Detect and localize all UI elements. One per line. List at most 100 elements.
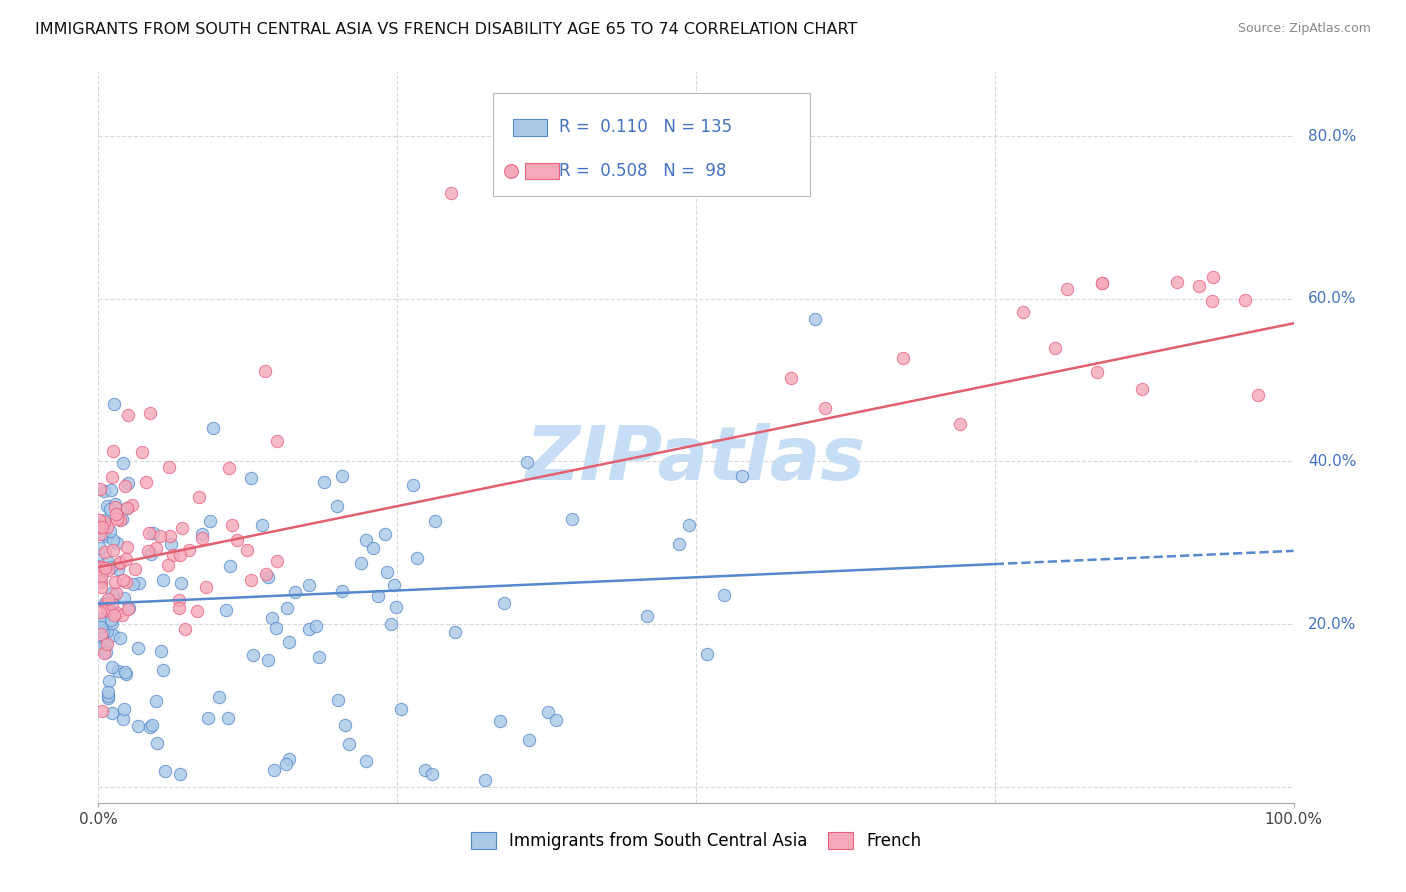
Point bbox=[90, 627, 112, 641]
Point bbox=[696, 647, 718, 661]
Point bbox=[314, 475, 336, 490]
Point bbox=[103, 397, 125, 411]
Text: R =  0.508   N =  98: R = 0.508 N = 98 bbox=[558, 162, 725, 180]
Point bbox=[1247, 388, 1270, 402]
Point bbox=[105, 512, 128, 526]
Point bbox=[191, 526, 214, 541]
Point bbox=[325, 499, 347, 513]
Point bbox=[96, 645, 118, 659]
Point bbox=[214, 603, 236, 617]
Text: R =  0.110   N = 135: R = 0.110 N = 135 bbox=[558, 119, 731, 136]
Point bbox=[89, 612, 111, 626]
Point bbox=[186, 604, 208, 618]
Point bbox=[149, 643, 172, 657]
Point bbox=[713, 589, 735, 603]
Point bbox=[219, 559, 242, 574]
Point bbox=[93, 513, 115, 527]
Point bbox=[174, 622, 197, 636]
Point bbox=[89, 580, 111, 594]
Point bbox=[157, 459, 180, 474]
Point bbox=[177, 543, 200, 558]
Point bbox=[780, 371, 803, 385]
Point bbox=[108, 555, 131, 569]
Point bbox=[100, 586, 122, 600]
Point bbox=[138, 525, 160, 540]
Point bbox=[146, 736, 169, 750]
Point bbox=[159, 537, 181, 551]
Point bbox=[139, 547, 162, 561]
Point bbox=[145, 541, 167, 556]
Point bbox=[187, 490, 209, 504]
Point bbox=[107, 664, 129, 678]
Point bbox=[678, 517, 700, 532]
Point bbox=[87, 548, 110, 562]
Text: ZIPatlas: ZIPatlas bbox=[526, 423, 866, 496]
Point bbox=[97, 684, 120, 698]
Point bbox=[98, 524, 121, 539]
Point bbox=[350, 557, 373, 571]
Point bbox=[256, 570, 278, 584]
Point bbox=[89, 606, 111, 620]
Point bbox=[103, 533, 125, 547]
Point bbox=[94, 545, 117, 559]
Point bbox=[108, 632, 131, 646]
Point bbox=[104, 500, 127, 514]
Point bbox=[89, 527, 111, 541]
Point bbox=[264, 621, 287, 635]
Point bbox=[127, 640, 149, 655]
Text: IMMIGRANTS FROM SOUTH CENTRAL ASIA VS FRENCH DISABILITY AGE 65 TO 74 CORRELATION: IMMIGRANTS FROM SOUTH CENTRAL ASIA VS FR… bbox=[35, 22, 858, 37]
Point bbox=[96, 624, 118, 638]
Point bbox=[169, 767, 191, 781]
Point bbox=[105, 606, 128, 620]
Point bbox=[425, 514, 447, 528]
Text: 60.0%: 60.0% bbox=[1308, 292, 1357, 307]
Point bbox=[90, 569, 112, 583]
Point bbox=[1012, 305, 1035, 319]
Point bbox=[354, 754, 377, 768]
Point bbox=[422, 767, 444, 781]
Point bbox=[98, 501, 121, 516]
Point bbox=[100, 613, 122, 627]
Point bbox=[112, 702, 135, 716]
Point bbox=[97, 673, 120, 688]
Point bbox=[114, 479, 136, 493]
Point bbox=[101, 706, 124, 721]
Point bbox=[537, 705, 560, 719]
Point bbox=[104, 497, 127, 511]
Point bbox=[117, 475, 139, 490]
Point bbox=[149, 528, 172, 542]
Point bbox=[136, 544, 159, 558]
Point bbox=[98, 603, 121, 617]
Point bbox=[361, 541, 384, 555]
Point bbox=[169, 548, 191, 562]
Point bbox=[111, 608, 134, 623]
Point bbox=[94, 528, 117, 542]
Point bbox=[1056, 282, 1078, 296]
Point bbox=[382, 578, 405, 592]
Text: 80.0%: 80.0% bbox=[1308, 128, 1357, 144]
Point bbox=[374, 527, 396, 541]
Point bbox=[298, 578, 321, 592]
Point bbox=[128, 575, 150, 590]
Point bbox=[380, 617, 402, 632]
Point bbox=[1045, 341, 1067, 355]
Point bbox=[226, 533, 249, 548]
Point bbox=[104, 507, 127, 521]
Point bbox=[101, 616, 124, 631]
Point bbox=[93, 611, 115, 625]
Point bbox=[274, 757, 297, 772]
Point bbox=[101, 543, 124, 558]
Point bbox=[97, 555, 120, 569]
Point bbox=[111, 456, 134, 470]
Point bbox=[284, 584, 307, 599]
Point bbox=[139, 720, 162, 734]
Point bbox=[117, 540, 139, 554]
Point bbox=[814, 401, 837, 416]
Point bbox=[101, 470, 124, 484]
Point bbox=[731, 469, 754, 483]
Point bbox=[218, 460, 240, 475]
Point bbox=[117, 408, 139, 422]
Point bbox=[1091, 276, 1114, 290]
Point bbox=[308, 650, 330, 665]
Point bbox=[97, 601, 120, 615]
